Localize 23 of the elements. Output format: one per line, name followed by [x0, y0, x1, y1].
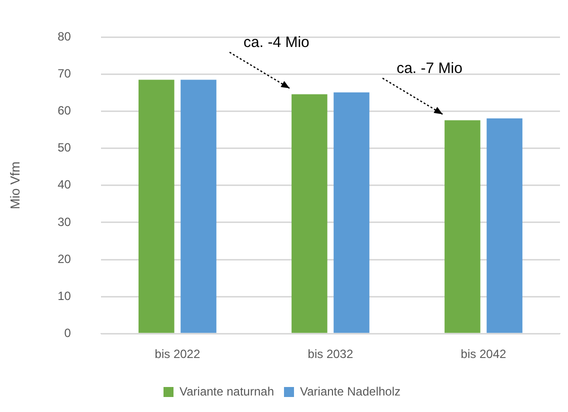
y-tick-label: 50 [58, 140, 72, 155]
x-tick-label: bis 2042 [460, 347, 506, 362]
y-tick-label: 20 [58, 252, 72, 266]
y-tick-label: 80 [58, 30, 72, 44]
bar [334, 92, 370, 333]
bar [292, 94, 328, 333]
annotation: ca. -7 Mio [396, 60, 462, 77]
y-tick-label: 10 [58, 288, 72, 303]
y-tick-label: 40 [58, 178, 72, 192]
legend-label: Variante Nadelholz [300, 384, 401, 398]
legend-label: Variante naturnah [179, 384, 274, 398]
y-tick-label: 70 [58, 66, 72, 81]
y-tick-label: 0 [64, 326, 72, 340]
bar [138, 80, 174, 333]
bar [180, 80, 216, 333]
y-tick-label: 60 [58, 104, 72, 118]
y-tick-label: 30 [58, 214, 72, 229]
x-tick-label: bis 2022 [154, 347, 200, 362]
bar [444, 120, 480, 333]
y-axis-title: Mio Vfm [7, 162, 22, 210]
bar [486, 118, 522, 333]
x-tick-label: bis 2032 [308, 347, 354, 362]
annotation: ca. -4 Mio [244, 34, 310, 51]
